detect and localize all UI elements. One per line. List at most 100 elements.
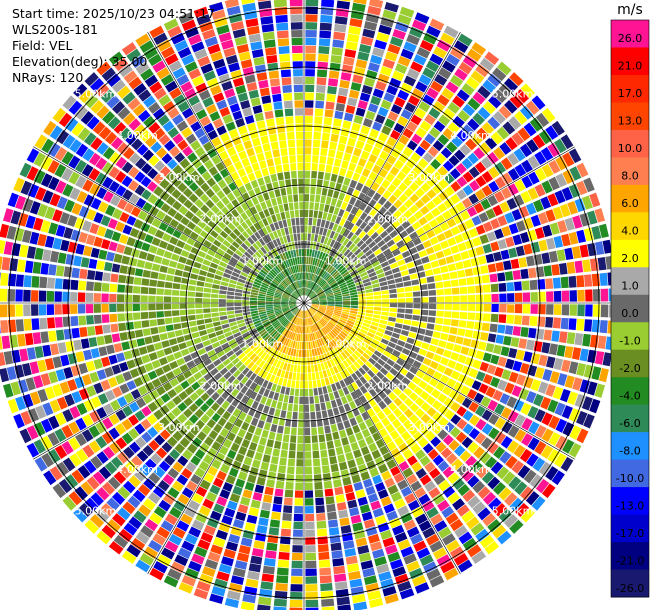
gate-cell xyxy=(365,161,374,171)
gate-cell xyxy=(309,265,312,273)
gate-cell xyxy=(308,225,312,233)
gate-cell xyxy=(304,272,306,280)
gate-cell xyxy=(307,241,311,249)
gate-cell xyxy=(304,264,306,272)
gate-cell xyxy=(336,95,347,104)
gate-cell xyxy=(375,80,387,91)
gate-cell xyxy=(411,19,427,31)
gate-cell xyxy=(320,195,327,204)
gate-cell xyxy=(433,46,448,59)
gate-cell xyxy=(365,110,376,121)
gate-cell xyxy=(394,21,409,33)
gate-cell xyxy=(326,93,336,103)
gate-cell xyxy=(374,114,386,125)
gate-cell xyxy=(310,178,317,187)
colorbar-tick: 6.0 xyxy=(621,197,639,210)
gate-cell xyxy=(335,103,346,112)
gate-cell xyxy=(305,22,318,30)
gate-cell xyxy=(306,288,310,296)
gate-cell xyxy=(361,185,370,195)
gate-cell xyxy=(363,20,378,31)
gate-cell xyxy=(418,101,431,113)
gate-cell xyxy=(353,147,362,157)
gate-cell xyxy=(345,169,354,179)
gate-cell xyxy=(351,225,359,234)
colorbar-tick: 2.0 xyxy=(621,252,639,265)
gate-cell xyxy=(350,206,358,215)
gate-cell xyxy=(304,280,307,288)
gate-cell xyxy=(368,0,384,9)
gate-cell xyxy=(378,168,389,179)
gate-cell xyxy=(368,171,378,181)
gate-cell xyxy=(400,109,413,120)
gate-cell xyxy=(422,67,436,79)
gate-cell xyxy=(441,87,455,100)
gate-cell xyxy=(437,94,450,107)
gate-cell xyxy=(416,47,431,59)
gate-cell xyxy=(386,136,397,147)
gate-cell xyxy=(322,228,328,236)
gate-cell xyxy=(399,6,415,18)
gate-cell xyxy=(309,281,314,289)
gate-cell xyxy=(329,257,336,265)
gate-cell xyxy=(425,60,440,73)
gate-cell xyxy=(424,114,436,126)
gate-cell xyxy=(374,39,388,50)
gate-cell xyxy=(312,265,316,274)
gate-cell xyxy=(337,175,345,184)
gate-cell xyxy=(342,120,352,130)
gate-cell xyxy=(387,111,399,122)
gate-cell xyxy=(348,25,361,36)
gate-cell xyxy=(318,251,324,260)
gate-cell xyxy=(304,201,309,210)
gate-cell xyxy=(316,218,322,227)
gate-cell xyxy=(445,81,459,94)
gate-cell xyxy=(403,41,417,53)
gate-cell xyxy=(330,198,338,207)
gate-cell xyxy=(332,241,339,249)
gate-cell xyxy=(304,194,310,202)
gate-cell xyxy=(335,150,344,160)
gate-cell xyxy=(402,146,414,157)
gate-cell xyxy=(419,120,432,132)
gate-cell xyxy=(384,1,399,13)
gate-cell xyxy=(453,40,469,54)
gate-cell xyxy=(462,55,478,69)
gate-cell xyxy=(415,81,428,93)
gate-cell xyxy=(334,16,348,25)
gate-cell xyxy=(321,261,327,270)
gate-cell xyxy=(372,164,382,174)
gate-cell xyxy=(313,284,319,291)
gate-cell xyxy=(329,141,338,150)
gate-cell xyxy=(318,268,324,276)
gate-cell xyxy=(357,51,370,62)
gate-cell xyxy=(382,161,393,172)
gate-cell xyxy=(323,263,330,271)
gate-cell xyxy=(345,145,354,155)
gate-cell xyxy=(339,79,350,89)
gate-cell xyxy=(322,211,328,220)
gate-cell xyxy=(324,220,330,229)
gate-cell xyxy=(429,18,445,31)
gate-cell xyxy=(333,207,340,216)
gate-cell xyxy=(390,148,401,159)
gate-cell xyxy=(328,205,335,214)
gate-cell xyxy=(368,153,378,164)
gate-cell xyxy=(311,163,318,171)
gate-cell xyxy=(304,256,307,264)
gate-cell xyxy=(397,115,409,127)
gate-cell xyxy=(352,74,364,84)
gate-cell xyxy=(331,259,338,267)
gate-cell xyxy=(370,95,382,106)
gate-cell xyxy=(308,290,314,297)
gate-cell xyxy=(345,203,353,213)
gate-cell xyxy=(371,182,380,192)
gate-cell xyxy=(359,221,368,230)
colorbar-tick: 0.0 xyxy=(621,307,639,320)
gate-cell xyxy=(327,265,333,273)
gate-cell xyxy=(355,209,363,218)
gate-cell xyxy=(346,231,354,240)
gate-cell xyxy=(318,243,323,251)
gate-cell xyxy=(312,257,316,266)
